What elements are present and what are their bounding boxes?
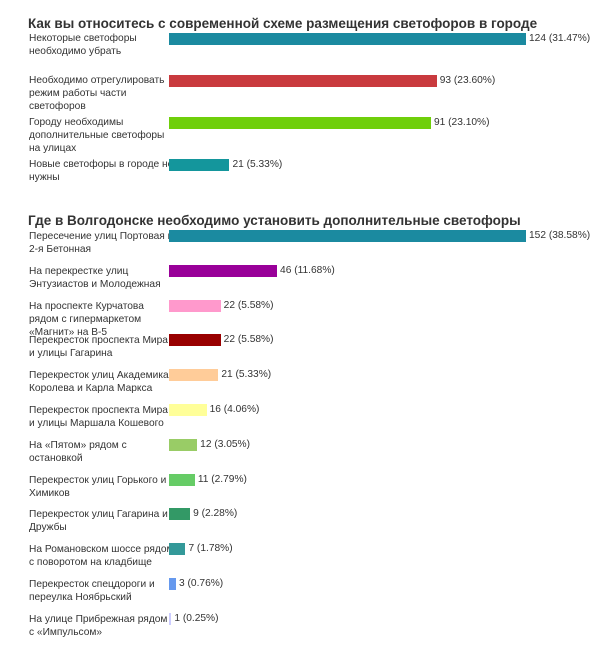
category-label: На перекрестке улиц Энтузиастов и Молоде… <box>29 265 161 290</box>
value-label: 3 (0.76%) <box>179 578 224 589</box>
category-label: Перекресток улиц Горького и Химиков <box>29 474 167 499</box>
value-label: 124 (31.47%) <box>529 33 591 44</box>
value-label: 9 (2.28%) <box>193 508 238 520</box>
bar <box>169 612 172 625</box>
bar <box>169 369 219 382</box>
chart-title: Где в Волгодонске необходимо установить … <box>28 213 521 228</box>
category-label: Перекресток спецдороги и переулка Ноябрь… <box>29 579 155 603</box>
bar <box>169 334 221 347</box>
value-label: 91 (23.10%) <box>433 117 490 128</box>
category-label: Перекресток проспекта Мира и улицы Гагар… <box>29 335 168 360</box>
bar <box>169 438 198 451</box>
category-label: На проспекте Курчатова рядом с гипермарк… <box>29 300 144 338</box>
bar <box>169 543 186 556</box>
bar <box>169 230 526 242</box>
category-label: Перекресток улиц Гагарина и Дружбы <box>29 509 168 534</box>
category-label: Городу необходимы дополнительные светофо… <box>29 117 165 154</box>
bar <box>169 264 278 277</box>
category-label: На «Пятом» рядом с остановкой <box>29 439 127 464</box>
category-label: Перекресток проспекта Мира и улицы Марша… <box>29 405 168 429</box>
bar <box>169 473 195 486</box>
bar <box>169 159 230 171</box>
bar <box>169 299 221 312</box>
bar <box>169 33 526 45</box>
value-label: 22 (5.58%) <box>223 334 274 346</box>
chart-new-traffic-lights-locations: Где в Волгодонске необходимо установить … <box>0 213 615 653</box>
bar <box>169 508 191 521</box>
chart-traffic-lights-attitude: Как вы относитесь с современной схеме ра… <box>0 16 615 196</box>
bar <box>169 578 177 590</box>
value-label: 22 (5.58%) <box>223 299 274 311</box>
bar <box>169 117 431 129</box>
value-label: 16 (4.06%) <box>209 404 260 415</box>
value-label: 1 (0.25%) <box>174 612 219 624</box>
value-label: 93 (23.60%) <box>439 75 496 86</box>
bar <box>169 75 437 87</box>
value-label: 11 (2.79%) <box>197 473 247 485</box>
category-label: На улице Прибрежная рядом с «Импульсом» <box>29 613 168 638</box>
value-label: 12 (3.05%) <box>200 438 251 450</box>
category-label: Новые светофоры в городе не нужны <box>29 159 174 183</box>
category-label: Перекресток улиц Академика Королева и Ка… <box>29 370 169 395</box>
bar <box>169 404 207 416</box>
value-label: 46 (11.68%) <box>280 264 335 276</box>
value-label: 21 (5.33%) <box>221 369 272 381</box>
value-label: 152 (38.58%) <box>529 230 591 241</box>
category-label: Необходимо отрегулировать режим работы ч… <box>29 75 165 112</box>
value-label: 7 (1.78%) <box>188 543 233 555</box>
value-label: 21 (5.33%) <box>232 159 283 170</box>
chart-title: Как вы относитесь с современной схеме ра… <box>28 16 538 31</box>
category-label: Некоторые светофоры необходимо убрать <box>29 33 137 57</box>
category-label: Пересечение улиц Портовая и 2-я Бетонная <box>29 231 174 255</box>
category-label: На Романовском шоссе рядом с поворотом н… <box>29 544 174 569</box>
